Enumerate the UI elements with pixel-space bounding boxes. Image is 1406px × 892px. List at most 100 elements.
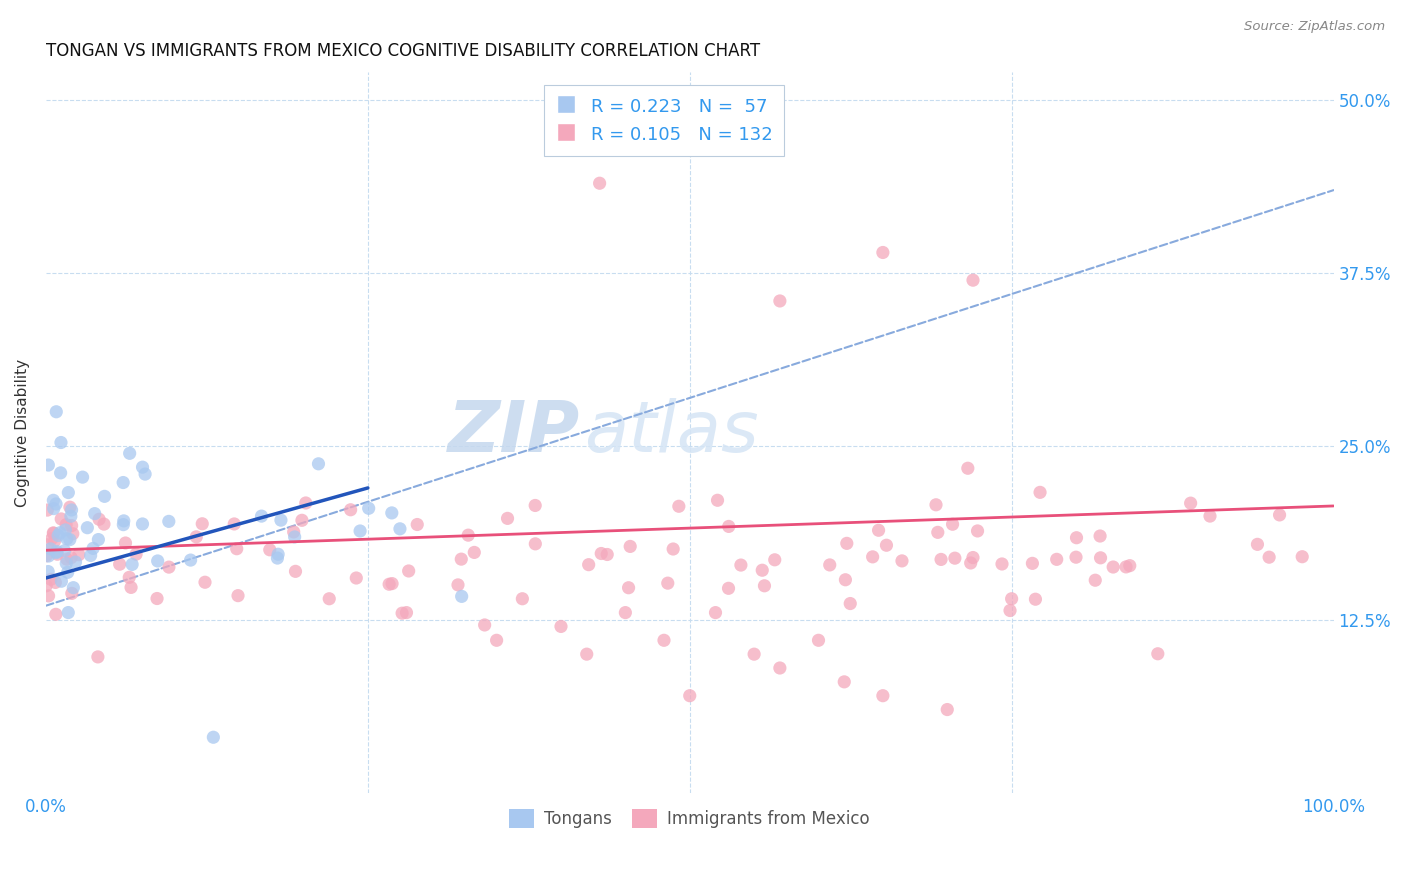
Point xyxy=(131,516,153,531)
Point xyxy=(157,514,180,528)
Point xyxy=(38,549,60,563)
Point xyxy=(959,556,981,570)
Point xyxy=(662,541,685,556)
Point xyxy=(381,576,404,591)
Point xyxy=(1102,560,1125,574)
Point xyxy=(82,541,104,556)
Point xyxy=(41,532,63,546)
Point xyxy=(1268,508,1291,522)
Point xyxy=(93,489,115,503)
Point xyxy=(186,530,208,544)
Point xyxy=(108,558,131,572)
Point xyxy=(87,649,110,664)
Point xyxy=(60,518,83,533)
Point xyxy=(45,497,67,511)
Point xyxy=(39,572,62,586)
Point xyxy=(37,538,59,552)
Point xyxy=(1090,550,1112,565)
Point xyxy=(875,538,897,552)
Point xyxy=(1119,558,1142,573)
Point xyxy=(966,524,988,538)
Text: Source: ZipAtlas.com: Source: ZipAtlas.com xyxy=(1244,20,1385,33)
Point xyxy=(925,498,948,512)
Point xyxy=(704,606,727,620)
Point xyxy=(344,571,367,585)
Point xyxy=(49,525,72,540)
Point xyxy=(1046,552,1069,566)
Point xyxy=(44,575,66,590)
Text: atlas: atlas xyxy=(583,398,759,467)
Point xyxy=(588,176,610,190)
Point xyxy=(53,523,76,537)
Point xyxy=(1088,529,1111,543)
Point xyxy=(118,446,141,460)
Point xyxy=(591,547,613,561)
Point xyxy=(58,485,80,500)
Point xyxy=(134,467,156,481)
Point xyxy=(769,293,792,308)
Point xyxy=(742,647,765,661)
Point xyxy=(1001,591,1024,606)
Point xyxy=(679,689,702,703)
Point xyxy=(1066,531,1088,545)
Point xyxy=(93,517,115,532)
Point xyxy=(131,460,153,475)
Text: ZIP: ZIP xyxy=(449,398,581,467)
Point xyxy=(1258,550,1281,565)
Point xyxy=(998,603,1021,617)
Point xyxy=(49,435,72,450)
Point xyxy=(35,549,58,563)
Point xyxy=(391,606,413,620)
Point xyxy=(596,548,619,562)
Point xyxy=(512,591,534,606)
Point xyxy=(191,516,214,531)
Point xyxy=(60,503,83,517)
Point xyxy=(1084,573,1107,587)
Point xyxy=(146,591,169,606)
Point xyxy=(929,552,952,566)
Point xyxy=(87,512,110,526)
Point xyxy=(42,526,65,541)
Point xyxy=(38,589,60,603)
Point xyxy=(180,553,202,567)
Point xyxy=(202,731,225,745)
Point xyxy=(283,524,305,539)
Point xyxy=(51,512,73,526)
Point xyxy=(65,555,87,569)
Point xyxy=(225,541,247,556)
Point xyxy=(55,557,77,571)
Point xyxy=(60,550,83,565)
Point xyxy=(1021,557,1043,571)
Point xyxy=(652,633,675,648)
Point xyxy=(1024,592,1046,607)
Point xyxy=(266,551,288,566)
Point xyxy=(617,581,640,595)
Point xyxy=(146,554,169,568)
Point xyxy=(835,536,858,550)
Point xyxy=(754,579,776,593)
Point xyxy=(112,517,135,532)
Point xyxy=(834,573,856,587)
Point xyxy=(1064,550,1087,565)
Point xyxy=(284,565,307,579)
Point xyxy=(250,509,273,524)
Point xyxy=(259,542,281,557)
Point xyxy=(349,524,371,538)
Point xyxy=(45,544,67,558)
Point xyxy=(1199,509,1222,524)
Point xyxy=(121,558,143,572)
Y-axis label: Cognitive Disability: Cognitive Disability xyxy=(15,359,30,507)
Point xyxy=(717,519,740,533)
Point xyxy=(42,525,65,540)
Point xyxy=(657,576,679,591)
Point xyxy=(524,537,547,551)
Point xyxy=(769,661,792,675)
Point xyxy=(42,501,65,516)
Legend: Tongans, Immigrants from Mexico: Tongans, Immigrants from Mexico xyxy=(503,802,877,835)
Point xyxy=(224,516,246,531)
Point xyxy=(1291,549,1313,564)
Point xyxy=(59,500,82,515)
Point xyxy=(496,511,519,525)
Point xyxy=(112,514,135,528)
Point xyxy=(51,574,73,589)
